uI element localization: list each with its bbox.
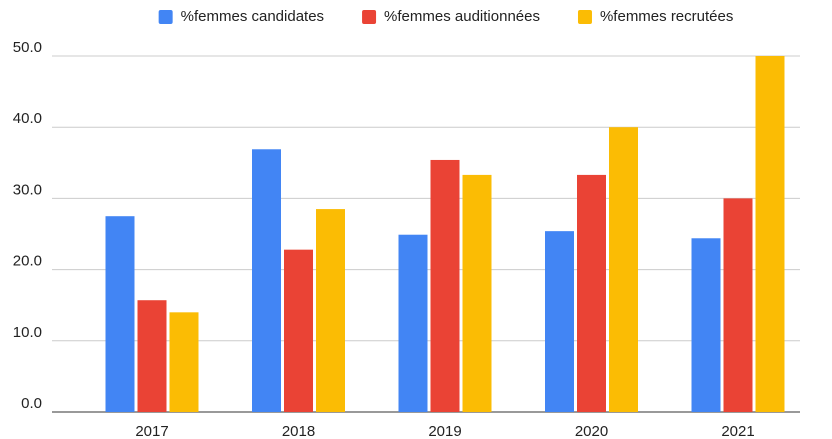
legend-swatch	[158, 10, 173, 24]
bar	[252, 149, 281, 412]
legend-swatch	[362, 10, 377, 24]
legend-label: %femmes recrutées	[600, 8, 733, 25]
y-tick-label: 50.0	[13, 39, 42, 56]
x-tick-label: 2019	[428, 423, 461, 439]
legend-swatch	[577, 10, 592, 24]
bar	[169, 312, 199, 412]
x-tick-label: 2020	[575, 423, 608, 439]
x-tick-label: 2017	[135, 423, 168, 439]
x-tick-label: 2021	[721, 423, 754, 439]
bar	[430, 159, 460, 412]
bar	[398, 234, 428, 412]
bar	[545, 231, 574, 412]
bar	[137, 300, 167, 412]
legend-label: %femmes candidates	[181, 8, 324, 25]
y-tick-label: 30.0	[13, 181, 42, 198]
bar	[577, 174, 606, 412]
bar	[755, 56, 785, 412]
y-tick-label: 20.0	[13, 253, 42, 270]
bar	[609, 127, 638, 412]
bar	[316, 209, 345, 412]
x-tick-label: 2018	[282, 423, 315, 439]
legend-label: %femmes auditionnées	[384, 8, 540, 25]
y-tick-label: 10.0	[13, 324, 42, 341]
bar	[462, 174, 492, 412]
y-tick-label: 40.0	[13, 110, 42, 127]
bar	[691, 238, 721, 412]
bar	[284, 249, 313, 412]
bar	[105, 216, 135, 412]
y-tick-label: 0.0	[21, 395, 42, 412]
bar	[723, 198, 753, 412]
